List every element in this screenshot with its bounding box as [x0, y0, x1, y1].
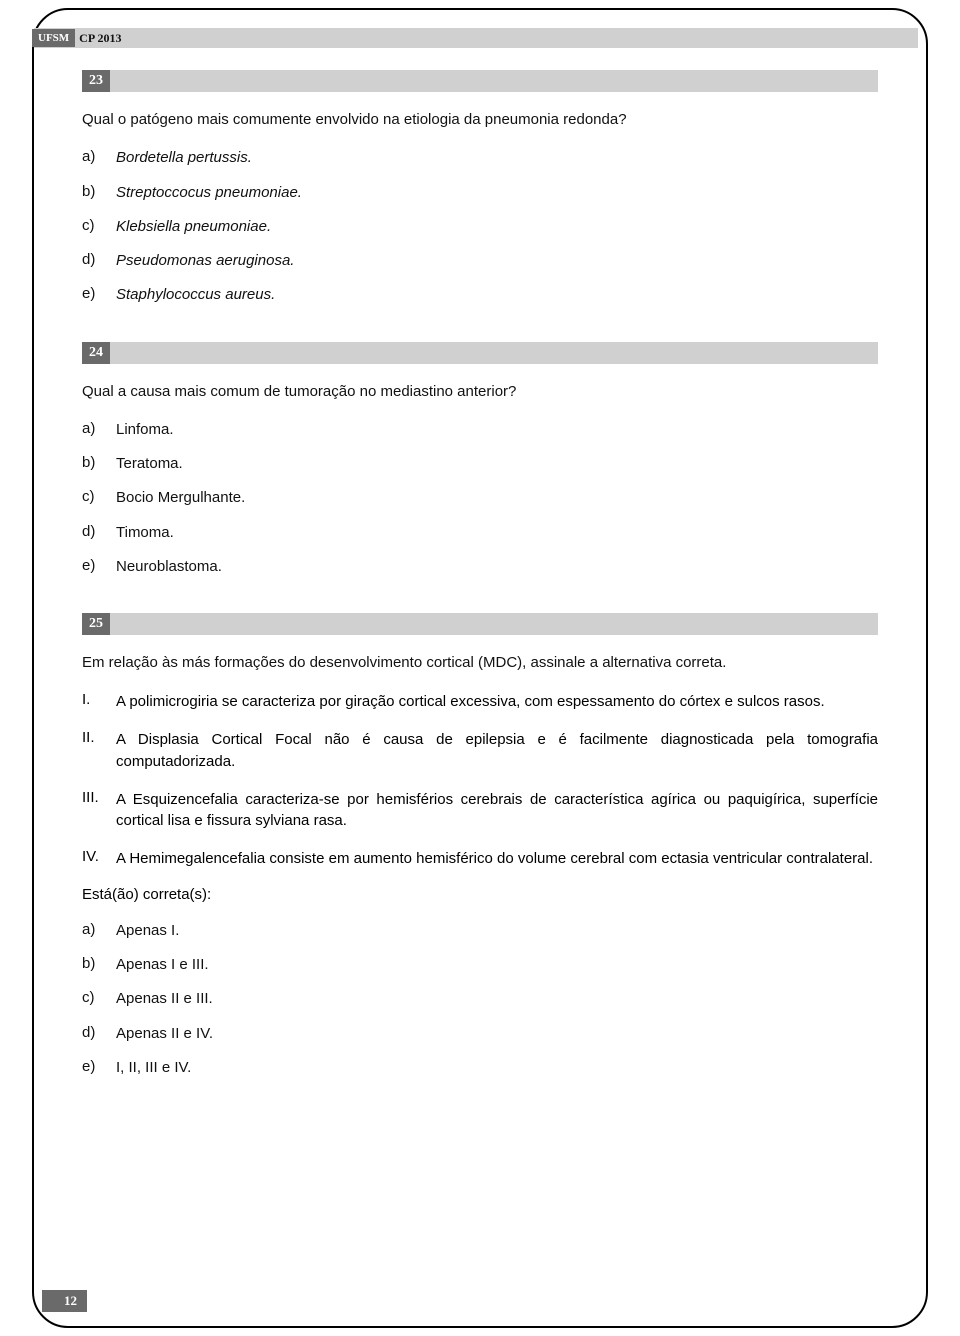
statement-num: IV.: [82, 848, 116, 870]
exam-label: CP 2013: [79, 31, 121, 46]
question-stem: Em relação às más formações do desenvolv…: [82, 653, 878, 673]
options-list: a)Apenas I. b)Apenas I e III. c)Apenas I…: [82, 921, 878, 1078]
statement-num: I.: [82, 691, 116, 713]
option-letter: c): [82, 217, 116, 237]
option-letter: d): [82, 523, 116, 543]
institution-tag: UFSM: [32, 29, 75, 47]
option-text: Apenas I e III.: [116, 955, 878, 975]
option-d: d)Apenas II e IV.: [82, 1024, 878, 1044]
option-text: Bocio Mergulhante.: [116, 488, 878, 508]
option-d: d)Timoma.: [82, 523, 878, 543]
question-number-bar: 23: [82, 70, 878, 92]
option-e: e)Staphylococcus aureus.: [82, 285, 878, 305]
statement-text: A polimicrogiria se caracteriza por gira…: [116, 691, 878, 713]
option-text: I, II, III e IV.: [116, 1058, 878, 1078]
page-number: 12: [42, 1290, 87, 1312]
option-d: d)Pseudomonas aeruginosa.: [82, 251, 878, 271]
option-letter: c): [82, 989, 116, 1009]
option-text: Neuroblastoma.: [116, 557, 878, 577]
option-letter: e): [82, 557, 116, 577]
statement-ii: II.A Displasia Cortical Focal não é caus…: [82, 729, 878, 773]
option-b: b)Apenas I e III.: [82, 955, 878, 975]
option-letter: b): [82, 183, 116, 203]
content-area: 23 Qual o patógeno mais comumente envolv…: [34, 48, 926, 1078]
option-b: b)Streptoccocus pneumoniae.: [82, 183, 878, 203]
option-text: Apenas II e IV.: [116, 1024, 878, 1044]
question-number: 24: [82, 342, 110, 364]
option-a: a)Linfoma.: [82, 420, 878, 440]
option-letter: b): [82, 955, 116, 975]
question-number: 25: [82, 613, 110, 635]
option-text: Staphylococcus aureus.: [116, 285, 878, 305]
option-a: a)Bordetella pertussis.: [82, 148, 878, 168]
question-number: 23: [82, 70, 110, 92]
option-text: Apenas II e III.: [116, 989, 878, 1009]
question-number-bar: 25: [82, 613, 878, 635]
option-text: Pseudomonas aeruginosa.: [116, 251, 878, 271]
option-letter: a): [82, 420, 116, 440]
option-a: a)Apenas I.: [82, 921, 878, 941]
option-b: b)Teratoma.: [82, 454, 878, 474]
statement-text: A Esquizencefalia caracteriza-se por hem…: [116, 789, 878, 833]
question-stem: Qual o patógeno mais comumente envolvido…: [82, 110, 878, 130]
question-number-bar: 24: [82, 342, 878, 364]
question-stem: Qual a causa mais comum de tumoração no …: [82, 382, 878, 402]
statement-num: III.: [82, 789, 116, 833]
option-e: e)I, II, III e IV.: [82, 1058, 878, 1078]
statement-num: II.: [82, 729, 116, 773]
option-text: Teratoma.: [116, 454, 878, 474]
statement-iv: IV.A Hemimegalencefalia consiste em aume…: [82, 848, 878, 870]
option-letter: d): [82, 1024, 116, 1044]
option-letter: b): [82, 454, 116, 474]
statement-i: I.A polimicrogiria se caracteriza por gi…: [82, 691, 878, 713]
question-24: 24 Qual a causa mais comum de tumoração …: [82, 342, 878, 578]
option-text: Linfoma.: [116, 420, 878, 440]
option-letter: d): [82, 251, 116, 271]
option-letter: a): [82, 921, 116, 941]
sub-stem: Está(ão) correta(s):: [82, 886, 878, 903]
option-c: c)Klebsiella pneumoniae.: [82, 217, 878, 237]
option-text: Bordetella pertussis.: [116, 148, 878, 168]
statement-text: A Hemimegalencefalia consiste em aumento…: [116, 848, 878, 870]
option-letter: a): [82, 148, 116, 168]
option-text: Timoma.: [116, 523, 878, 543]
statement-iii: III.A Esquizencefalia caracteriza-se por…: [82, 789, 878, 833]
statements-list: I.A polimicrogiria se caracteriza por gi…: [82, 691, 878, 870]
option-text: Streptoccocus pneumoniae.: [116, 183, 878, 203]
option-text: Klebsiella pneumoniae.: [116, 217, 878, 237]
question-23: 23 Qual o patógeno mais comumente envolv…: [82, 70, 878, 306]
option-letter: e): [82, 1058, 116, 1078]
option-e: e)Neuroblastoma.: [82, 557, 878, 577]
options-list: a)Linfoma. b)Teratoma. c)Bocio Mergulhan…: [82, 420, 878, 577]
option-letter: e): [82, 285, 116, 305]
statement-text: A Displasia Cortical Focal não é causa d…: [116, 729, 878, 773]
option-c: c)Apenas II e III.: [82, 989, 878, 1009]
option-c: c)Bocio Mergulhante.: [82, 488, 878, 508]
options-list: a)Bordetella pertussis. b)Streptoccocus …: [82, 148, 878, 305]
question-25: 25 Em relação às más formações do desenv…: [82, 613, 878, 1078]
header-bar: UFSM CP 2013: [34, 28, 918, 48]
option-text: Apenas I.: [116, 921, 878, 941]
page-frame: UFSM CP 2013 23 Qual o patógeno mais com…: [32, 8, 928, 1328]
option-letter: c): [82, 488, 116, 508]
